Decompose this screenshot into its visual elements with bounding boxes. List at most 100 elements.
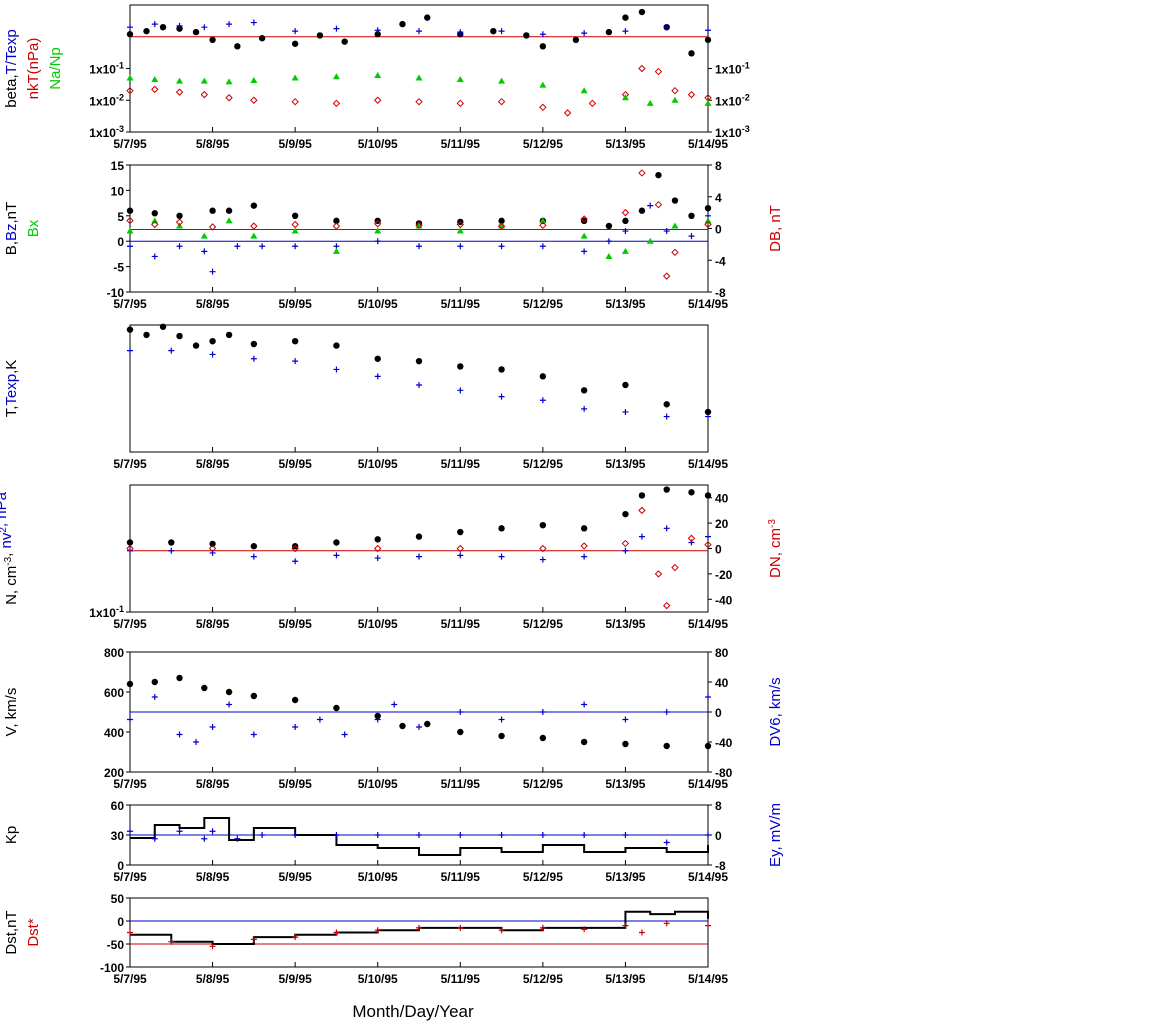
data-point [416,924,422,931]
data-point [126,74,134,81]
data-point [127,243,133,250]
right-y-tick-label: 40 [715,676,729,690]
x-tick-label: 5/9/95 [278,297,312,311]
data-point [234,43,241,50]
y-axis-label-2: Dst* [25,918,42,947]
x-tick-label: 5/10/95 [358,137,398,151]
data-point [581,926,588,933]
data-point [457,363,464,370]
data-point [663,228,670,235]
data-point [316,32,324,39]
x-tick-label: 5/13/95 [605,777,645,791]
panel-p1 [126,4,712,133]
data-point [399,722,406,730]
data-point [332,99,341,108]
data-point [498,553,505,560]
data-point [151,21,158,28]
data-point [539,81,547,88]
data-point [250,340,258,348]
data-point [259,832,266,838]
data-point [424,720,431,728]
data-point [333,25,340,32]
x-tick-label: 5/10/95 [358,297,398,311]
data-point [209,36,216,44]
right-y-tick-label: -40 [715,736,733,750]
data-point [605,28,613,36]
panel-p4 [126,484,712,613]
y-tick-label: 800 [104,646,124,660]
data-point [497,222,506,230]
x-tick-label: 5/8/95 [196,137,230,151]
x-tick-label: 5/8/95 [196,617,230,631]
data-point [291,40,299,47]
data-point [168,547,175,554]
data-point [151,210,158,217]
data-point [638,207,646,214]
data-point [374,712,381,720]
data-point [225,94,233,102]
x-tick-label: 5/14/95 [688,870,728,884]
data-point [291,74,299,81]
data-point [622,228,629,235]
y-tick-label: 200 [104,766,124,780]
data-point [333,704,340,712]
data-point [291,337,299,345]
data-point [580,738,588,746]
data-point [250,553,257,560]
data-point [671,86,679,95]
data-point [316,716,323,723]
right-y-tick-label: -4 [715,254,726,268]
data-point [704,204,712,212]
right-y-tick-label: 8 [715,159,722,173]
data-point [704,540,712,549]
data-point [654,570,663,578]
data-point [580,87,588,94]
data-point [200,77,208,84]
data-point [151,220,159,229]
x-tick-label: 5/14/95 [688,617,728,631]
data-point [424,14,431,21]
right-y-tick-label: -80 [715,766,733,780]
data-point [126,544,134,553]
data-point [126,326,134,333]
data-point [374,31,381,38]
data-point [374,927,381,934]
data-point [497,97,506,106]
data-point [622,217,629,225]
data-point [704,36,712,44]
x-tick-label: 5/9/95 [278,870,312,884]
data-point [151,76,159,83]
x-tick-label: 5/11/95 [441,137,481,151]
x-tick-label: 5/8/95 [196,457,230,471]
data-point [292,832,299,838]
x-tick-label: 5/9/95 [278,137,312,151]
data-point [705,533,711,540]
data-point [333,929,340,936]
data-point [374,373,381,380]
x-tick-label: 5/9/95 [278,457,312,471]
data-point [588,99,597,108]
data-point [333,832,340,838]
data-point [250,76,258,83]
x-tick-label: 5/14/95 [688,777,728,791]
data-point [292,934,299,941]
data-point [687,534,696,543]
data-point [498,243,505,250]
x-tick-label: 5/9/95 [278,777,312,791]
x-tick-label: 5/13/95 [605,457,645,471]
x-tick-label: 5/11/95 [441,972,481,986]
data-point [168,347,175,354]
data-point [498,217,505,225]
x-tick-label: 5/11/95 [441,777,481,791]
y-tick-label: 60 [111,799,125,813]
data-point [416,382,422,389]
data-point [705,922,711,929]
data-point [200,90,209,99]
y-tick-label: 0 [117,859,124,873]
data-point [605,238,612,245]
data-point [457,29,464,36]
data-point [622,547,629,554]
data-point [415,221,423,230]
right-y-tick-label: 1x10-1 [715,61,750,77]
